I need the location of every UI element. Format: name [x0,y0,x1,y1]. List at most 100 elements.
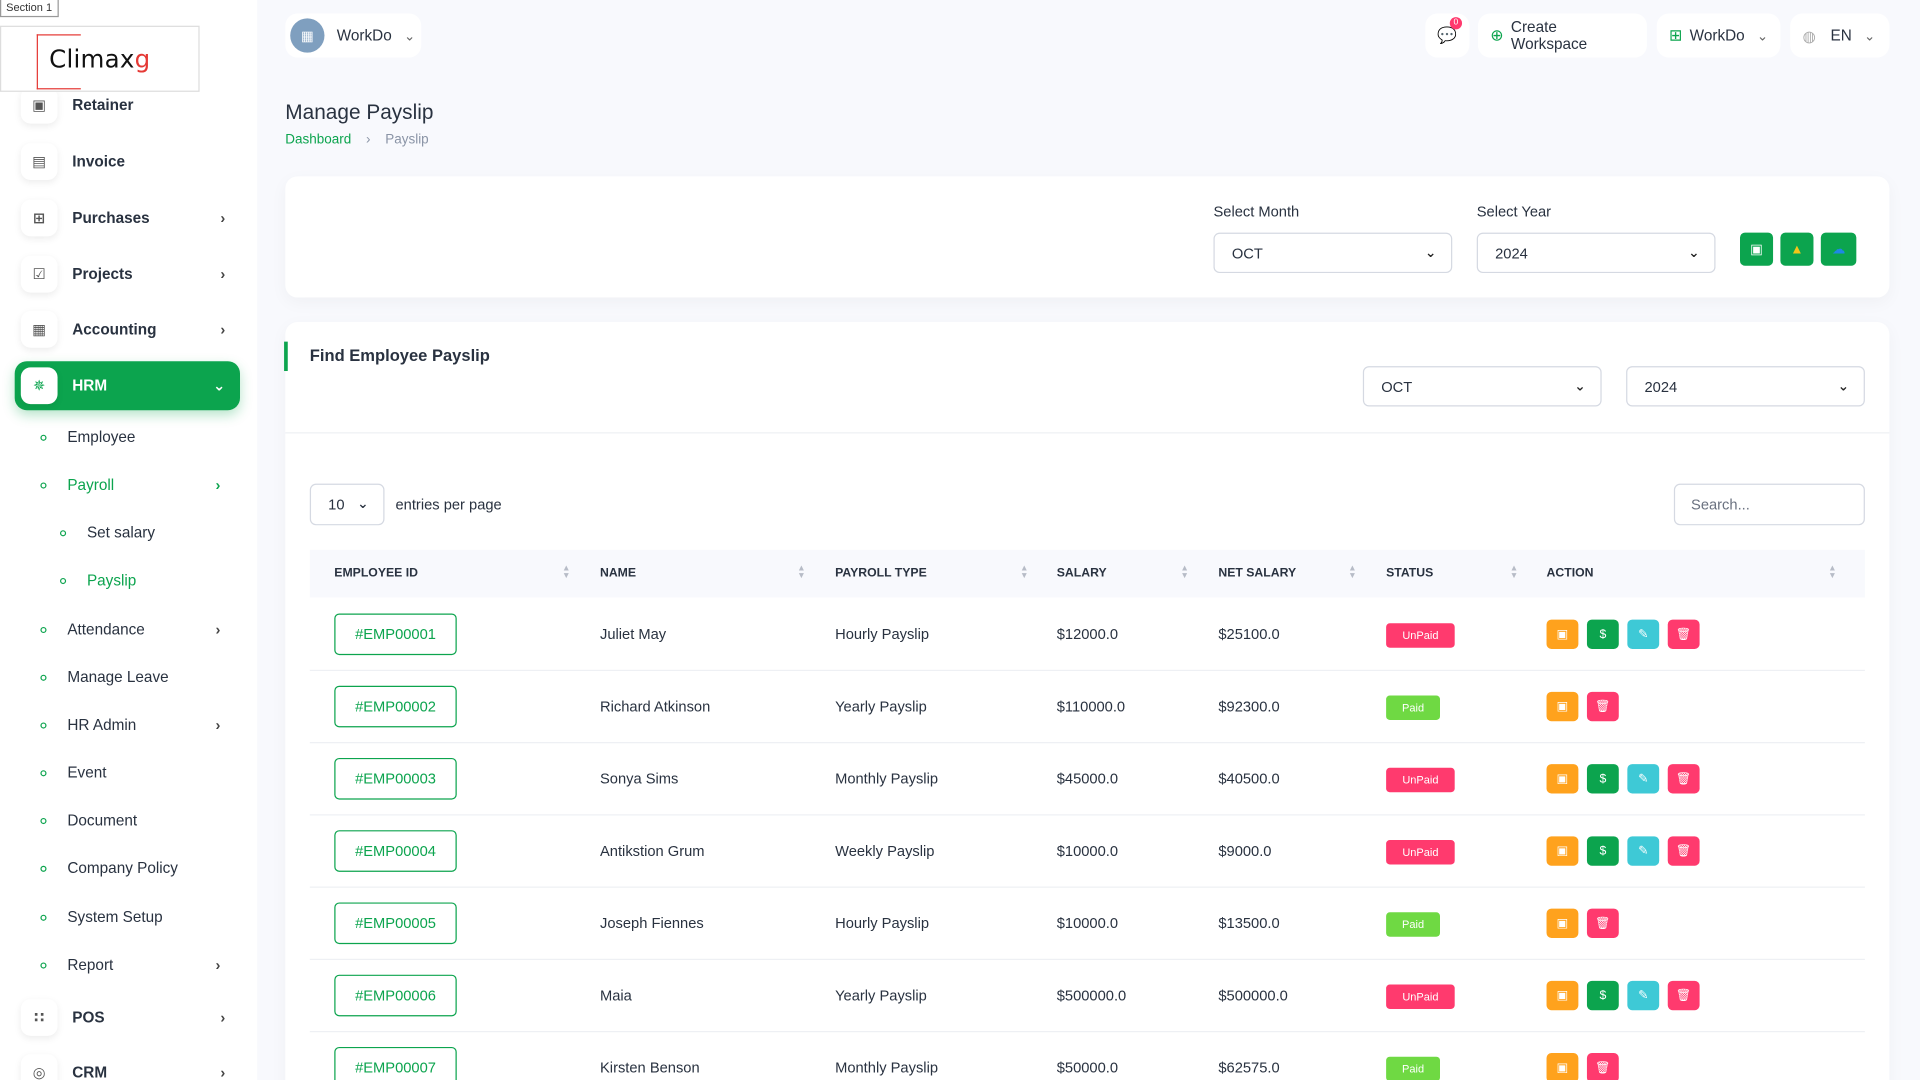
delete-button[interactable]: 🗑 [1586,908,1619,938]
employee-id-button[interactable]: #EMP00004 [334,830,457,872]
entries-per-page-select[interactable]: 10 ⌄ [309,483,385,526]
payslip-button[interactable]: ▣ [1546,908,1579,938]
sidebar-item-label: HRM [72,377,108,395]
google-drive-button[interactable]: ▲ [1780,232,1814,266]
sidebar-subitem-set-salary[interactable]: Set salary [56,518,232,547]
sidebar-item-projects[interactable]: ☑ Projects › [15,250,240,299]
find-month-select[interactable]: OCT ⌄ [1362,366,1602,407]
sidebar-item-crm[interactable]: ◎ CRM › [15,1048,240,1080]
mark-paid-button[interactable]: $ [1586,764,1619,794]
edit-button[interactable]: ✎ [1627,764,1660,794]
card-divider [285,432,1890,434]
sidebar-subitem-attendance[interactable]: Attendance › [37,615,233,644]
delete-button[interactable]: 🗑 [1667,836,1700,866]
sort-icon[interactable]: ▲ ▼ [562,564,571,581]
sidebar-item-label: Retainer [72,96,134,114]
trash-icon: 🗑 [1595,916,1611,931]
sort-icon[interactable]: ▲ ▼ [1828,564,1837,581]
brand-logo[interactable]: Climaxg [0,25,200,92]
edit-button[interactable]: ✎ [1627,980,1660,1011]
sidebar-item-pos[interactable]: ∷ POS › [15,993,240,1042]
column-header[interactable]: STATUS [1386,566,1434,581]
payroll-type: Yearly Payslip [835,697,927,716]
employee-id-button[interactable]: #EMP00005 [334,902,457,945]
bullet-icon [40,721,47,728]
find-year-select[interactable]: 2024 ⌄ [1626,366,1865,407]
sidebar-subitem-system-setup[interactable]: System Setup [37,902,233,931]
employee-id-button[interactable]: #EMP00006 [334,974,457,1017]
delete-button[interactable]: 🗑 [1667,619,1700,649]
sidebar-subitem-manage-leave[interactable]: Manage Leave [37,662,233,691]
sidebar-subitem-payroll[interactable]: Payroll › [37,470,233,499]
sidebar-subitem-report[interactable]: Report › [37,950,233,979]
mark-paid-button[interactable]: $ [1586,619,1619,649]
sort-icon[interactable]: ▲ ▼ [1020,564,1029,581]
sidebar-subitem-document[interactable]: Document [37,806,233,835]
payslip-button[interactable]: ▣ [1546,764,1579,794]
sidebar-item-hrm[interactable]: ✵ HRM ⌄ [14,361,241,411]
chevron-down-icon: ⌄ [1864,28,1876,44]
bullet-icon [40,434,47,441]
employee-id-button[interactable]: #EMP00001 [334,613,457,656]
column-header[interactable]: EMPLOYEE ID [334,566,418,581]
sort-icon[interactable]: ▲ ▼ [1509,564,1519,581]
sidebar-subitem-event[interactable]: Event [37,758,233,787]
export-clipboard-button[interactable]: ▣ [1740,232,1774,266]
sidebar-item-label: Accounting [72,320,157,338]
payslip-button[interactable]: ▣ [1546,619,1579,649]
column-header[interactable]: NET SALARY [1218,566,1297,581]
delete-button[interactable]: 🗑 [1667,764,1700,794]
payslip-button[interactable]: ▣ [1546,836,1579,866]
sort-icon[interactable]: ▲ ▼ [797,564,806,581]
column-header[interactable]: NAME [600,566,637,581]
employee-id-button[interactable]: #EMP00002 [334,685,457,728]
table-row: #EMP00003 Sonya Sims Monthly Payslip $45000… [309,743,1865,816]
sidebar-item-invoice[interactable]: ▤ Invoice [15,137,240,186]
salary-value: $110000.0 [1056,697,1126,716]
sidebar-item-retainer[interactable]: ▣ Retainer [15,81,240,130]
sidebar-subitem-label: Payroll [67,476,115,494]
onedrive-button[interactable]: ☁ [1820,232,1857,266]
column-header[interactable]: SALARY [1056,566,1107,581]
sidebar-item-label: POS [72,1008,105,1027]
sidebar-item-purchases[interactable]: ⊞ Purchases › [15,193,240,242]
year-select[interactable]: 2024 ⌄ [1476,232,1716,274]
sidebar-subitem-label: Document [67,811,138,829]
payslip-button[interactable]: ▣ [1546,691,1579,722]
workspace-switcher[interactable]: ▦ WorkDo ⌄ [285,13,422,58]
sidebar-subitem-employee[interactable]: Employee [37,422,233,451]
mark-paid-button[interactable]: $ [1586,980,1619,1011]
edit-button[interactable]: ✎ [1627,619,1660,649]
sidebar-subitem-label: Attendance [67,620,145,638]
sidebar-subitem-hr-admin[interactable]: HR Admin › [37,710,233,739]
grid-icon: ▦ [20,311,58,348]
column-header[interactable]: PAYROLL TYPE [835,566,927,581]
employee-name: Maia [600,986,632,1005]
net-salary-value: $9000.0 [1218,842,1272,860]
breadcrumb-dashboard-link[interactable]: Dashboard [285,132,352,147]
delete-button[interactable]: 🗑 [1667,980,1700,1011]
sort-icon[interactable]: ▲ ▼ [1180,564,1189,581]
month-select[interactable]: OCT ⌄ [1213,232,1453,274]
delete-button[interactable]: 🗑 [1586,1053,1619,1080]
column-header[interactable]: ACTION [1546,566,1594,581]
sidebar-item-accounting[interactable]: ▦ Accounting › [15,305,240,354]
delete-button[interactable]: 🗑 [1586,691,1619,722]
messages-button[interactable]: 💬 0 [1425,13,1470,58]
employee-id-button[interactable]: #EMP00007 [334,1046,457,1080]
mark-paid-button[interactable]: $ [1586,836,1619,866]
workspace-label: WorkDo [336,26,392,45]
search-input[interactable] [1673,483,1865,526]
payslip-button[interactable]: ▣ [1546,1053,1579,1080]
payslip-button[interactable]: ▣ [1546,980,1579,1011]
edit-button[interactable]: ✎ [1627,836,1660,866]
language-selector[interactable]: ◍ EN ⌄ [1790,13,1890,58]
sidebar-subitem-payslip[interactable]: Payslip [56,566,232,595]
employee-name: Kirsten Benson [600,1059,700,1077]
workspace-menu[interactable]: ⊞ WorkDo ⌄ [1656,13,1781,58]
employee-id-button[interactable]: #EMP00003 [334,757,457,800]
sort-icon[interactable]: ▲ ▼ [1348,564,1357,581]
sidebar-subitem-company-policy[interactable]: Company Policy [37,853,233,882]
create-workspace-button[interactable]: ⊕ Create Workspace [1477,13,1647,58]
chevron-right-icon: › [215,716,221,734]
